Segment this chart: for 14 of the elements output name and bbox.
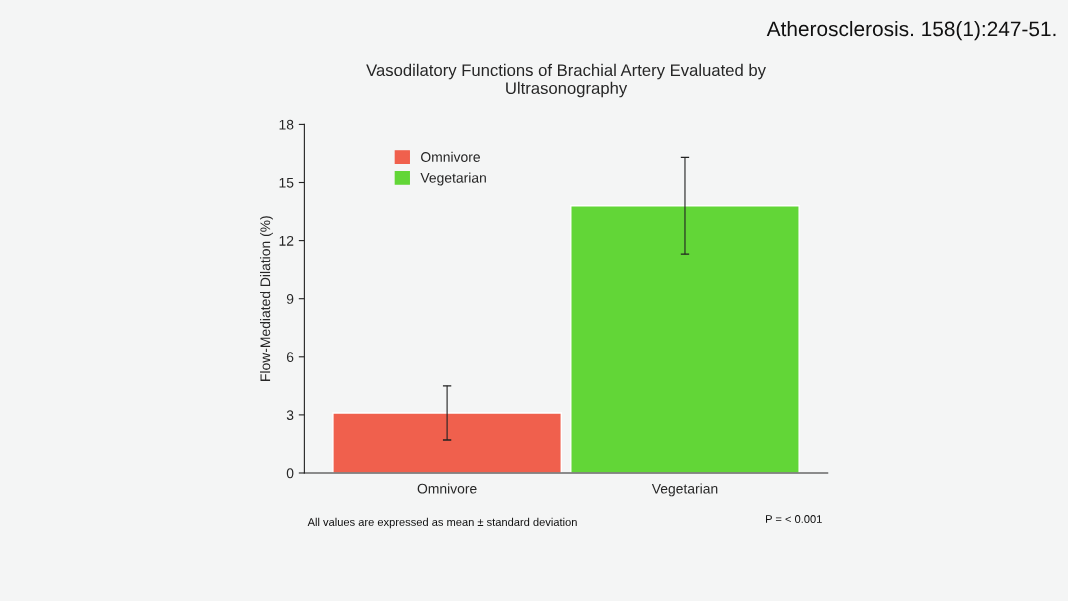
- y-tick-label: 12: [279, 235, 294, 246]
- chart-title: Vasodilatory Functions of Brachial Artery Evaluated by Ultrasonography: [366, 63, 766, 98]
- text: All values are expressed as mean ± standard deviation: [307, 517, 577, 529]
- legend-label: Omnivore: [421, 151, 480, 162]
- y-tick-label: 9: [286, 294, 294, 304]
- legend-label: Vegetarian: [420, 172, 486, 186]
- y-axis-title: Flow-Mediated Dilation (%): [260, 216, 273, 381]
- text: P = < 0.001: [766, 515, 822, 523]
- text: Atherosclerosis. 158(1):247-51.: [766, 20, 1056, 41]
- y-tick-label: 0: [286, 468, 294, 479]
- y-tick-label: 15: [279, 177, 294, 188]
- y-tick-label: 6: [286, 352, 294, 362]
- y-tick-label: 3: [286, 410, 294, 421]
- y-tick-label: 18: [279, 119, 294, 130]
